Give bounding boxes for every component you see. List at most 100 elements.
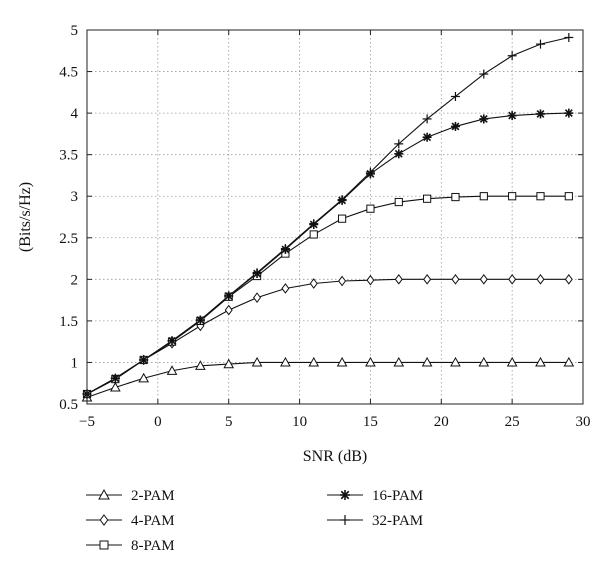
series-line-4-pam (86, 278, 569, 395)
data-point-2-pam (109, 381, 121, 392)
data-point-2-pam (535, 356, 546, 367)
data-point-4-pam (508, 274, 517, 285)
legend-item-16-pam: 16-PAM (327, 488, 423, 504)
data-point-8-pam (451, 192, 460, 202)
legend: 2-PAM 4-PAM 8-PAM 16-PAM 32-PAM (86, 488, 423, 554)
data-point-8-pam (366, 204, 375, 213)
data-point-32-pam (280, 244, 290, 254)
data-point-4-pam (366, 274, 375, 286)
data-point-8-pam (564, 192, 573, 201)
data-point-2-pam (223, 358, 235, 369)
data-point-16-pam (564, 108, 574, 118)
data-point-2-pam (166, 365, 178, 375)
data-point-32-pam (110, 373, 120, 383)
y-tick-label: 4 (71, 106, 79, 122)
data-point-16-pam (507, 111, 517, 121)
legend-marker-8-pam (99, 540, 109, 550)
data-point-2-pam (138, 372, 150, 383)
y-tick-label: 3.5 (59, 148, 78, 164)
data-point-4-pam (309, 278, 318, 289)
y-tick-label: 2 (71, 272, 79, 288)
legend-item-32-pam: 32-PAM (327, 513, 423, 529)
data-point-4-pam (338, 275, 347, 287)
data-point-8-pam (309, 230, 318, 239)
data-point-32-pam (450, 91, 460, 101)
y-tick-label: 4.5 (59, 65, 78, 81)
series-markers (81, 32, 575, 402)
data-point-4-pam (479, 274, 488, 285)
x-axis-title: SNR (dB) (303, 448, 367, 465)
data-point-32-pam (507, 51, 517, 61)
legend-label-2-pam: 2-PAM (131, 488, 175, 504)
data-point-4-pam (224, 304, 233, 316)
data-point-8-pam (394, 197, 403, 207)
legend-item-4-pam: 4-PAM (86, 513, 175, 529)
data-point-8-pam (423, 194, 432, 203)
legend-label-32-pam: 32-PAM (372, 513, 423, 529)
x-tick-label: 5 (225, 414, 233, 430)
legend-marker-16-pam (340, 490, 350, 500)
data-point-4-pam (253, 292, 262, 303)
data-point-8-pam (337, 214, 347, 223)
data-point-2-pam (365, 356, 376, 367)
data-point-4-pam (394, 274, 403, 285)
data-point-32-pam (139, 355, 149, 365)
y-tick-label: 2.5 (59, 231, 78, 247)
x-tick-label: 10 (292, 414, 307, 430)
legend-marker-32-pam (340, 515, 350, 525)
y-tick-label: 1.5 (59, 314, 78, 330)
data-point-4-pam (281, 283, 290, 294)
data-point-32-pam (309, 219, 319, 229)
data-point-32-pam (535, 39, 545, 49)
data-point-4-pam (451, 274, 460, 285)
data-point-2-pam (478, 356, 490, 367)
data-point-32-pam (167, 336, 177, 346)
data-point-32-pam (365, 167, 375, 177)
series-lines (86, 36, 569, 398)
x-tick-label: 25 (505, 414, 520, 430)
data-point-2-pam (280, 356, 291, 367)
data-point-2-pam (450, 356, 461, 367)
data-point-8-pam (508, 192, 517, 201)
data-point-32-pam (422, 114, 432, 124)
y-tick-label: 3 (71, 189, 79, 205)
data-point-2-pam (336, 356, 348, 367)
data-point-32-pam (252, 268, 262, 278)
data-point-2-pam (506, 356, 518, 367)
series-line-8-pam (86, 195, 569, 395)
data-point-16-pam (535, 109, 545, 119)
y-tick-label: 0.5 (59, 397, 78, 413)
data-point-8-pam (479, 192, 488, 201)
data-point-16-pam (394, 149, 404, 159)
data-point-2-pam (251, 356, 263, 367)
data-point-4-pam (423, 274, 432, 285)
data-point-16-pam (422, 132, 432, 142)
series-line-2-pam (86, 361, 569, 398)
data-point-32-pam (224, 291, 234, 301)
x-tick-label: 0 (154, 414, 162, 430)
data-point-32-pam (337, 195, 347, 205)
data-point-16-pam (479, 114, 489, 124)
legend-marker-4-pam (99, 514, 109, 526)
data-point-2-pam (563, 356, 575, 367)
data-point-2-pam (195, 360, 206, 370)
data-point-32-pam (564, 32, 574, 42)
legend-label-4-pam: 4-PAM (131, 513, 175, 529)
data-point-32-pam (195, 315, 205, 325)
data-point-2-pam (393, 356, 405, 367)
data-point-32-pam (479, 69, 489, 79)
x-tick-label: 15 (363, 414, 378, 430)
y-tick-label: 5 (71, 23, 79, 39)
series-line-32-pam (86, 36, 569, 395)
data-point-2-pam (308, 356, 320, 367)
x-tick-label: 30 (576, 414, 591, 430)
x-tick-label: 20 (434, 414, 449, 430)
data-point-4-pam (536, 274, 545, 285)
legend-label-8-pam: 8-PAM (131, 538, 175, 554)
x-tick-label: −5 (79, 414, 95, 430)
y-axis-title: (Bits/s/Hz) (17, 182, 34, 252)
series-line-16-pam (86, 112, 569, 395)
data-point-32-pam (394, 139, 404, 149)
data-point-16-pam (450, 121, 460, 131)
